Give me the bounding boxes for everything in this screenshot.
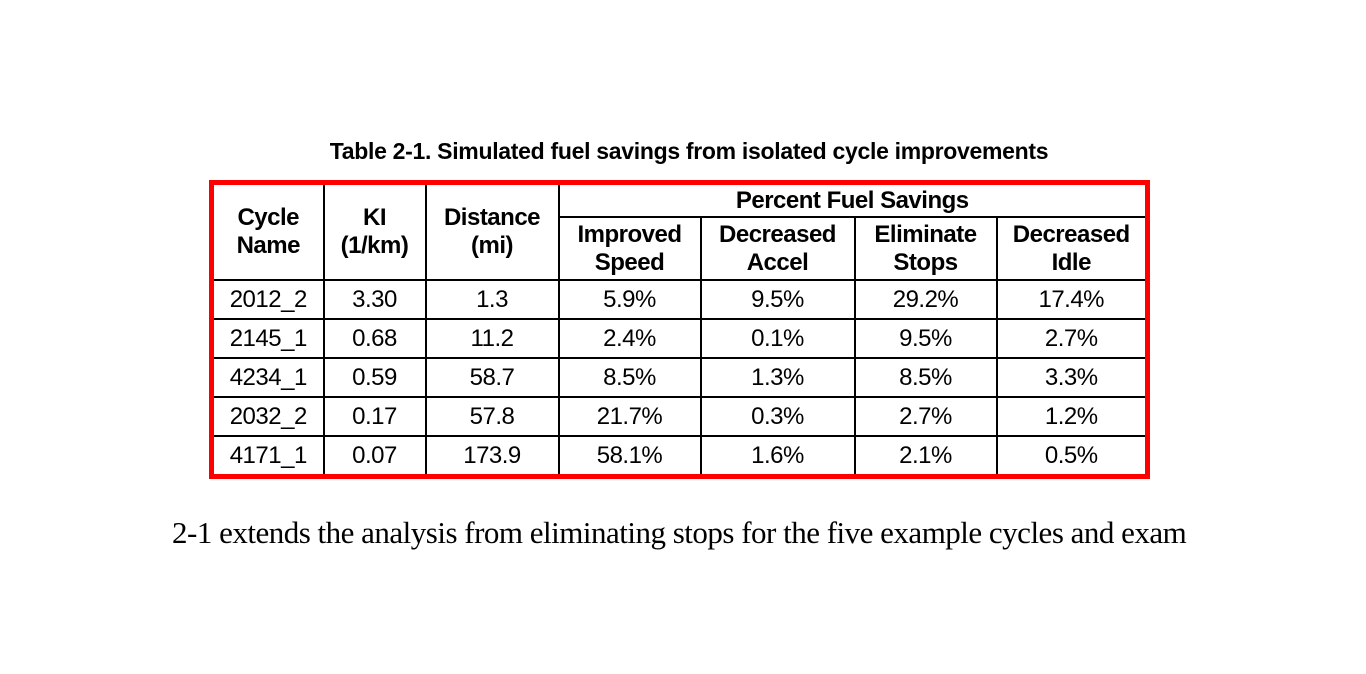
table-cell: 2012_2 [210,279,325,320]
table-cell: 4171_1 [210,435,325,478]
column-header-improved-speed: Improved Speed [557,216,702,281]
table-cell: 3.3% [995,357,1149,398]
table-cell: 8.5% [557,357,702,398]
table-cell: 0.17 [322,396,427,437]
table-cell: 1.2% [995,396,1149,437]
table-cell: 0.5% [995,435,1149,478]
table-row: 2032_2 0.17 57.8 21.7% 0.3% 2.7% 1.2% [210,396,1149,437]
table-cell: 2.4% [557,318,702,359]
table-cell: 0.59 [322,357,427,398]
table-header: Cycle Name KI (1/km) Distance (mi) Perce… [210,181,1149,281]
table-cell: 2.7% [853,396,998,437]
table-row: 4171_1 0.07 173.9 58.1% 1.6% 2.1% 0.5% [210,435,1149,478]
table-cell: 58.1% [557,435,702,478]
table-cell: 1.3% [699,357,856,398]
table-cell: 0.68 [322,318,427,359]
column-header-distance: Distance (mi) [424,181,560,281]
table-row: 2012_2 3.30 1.3 5.9% 9.5% 29.2% 17.4% [210,279,1149,320]
table-cell: 9.5% [853,318,998,359]
table-cell: 3.30 [322,279,427,320]
table-cell: 57.8 [424,396,560,437]
table-cell: 21.7% [557,396,702,437]
column-header-decreased-idle: Decreased Idle [995,216,1149,281]
column-header-ki: KI (1/km) [322,181,427,281]
fuel-savings-table: Cycle Name KI (1/km) Distance (mi) Perce… [209,180,1150,479]
table-cell: 2145_1 [210,318,325,359]
table-cell: 1.3 [424,279,560,320]
table-cell: 5.9% [557,279,702,320]
table-cell: 0.07 [322,435,427,478]
group-header-percent-fuel-savings: Percent Fuel Savings [557,181,1149,218]
table-cell: 11.2 [424,318,560,359]
table-cell: 17.4% [995,279,1149,320]
table-cell: 2032_2 [210,396,325,437]
column-header-decreased-accel: Decreased Accel [699,216,856,281]
table-cell: 173.9 [424,435,560,478]
table-row: 2145_1 0.68 11.2 2.4% 0.1% 9.5% 2.7% [210,318,1149,359]
table-cell: 9.5% [699,279,856,320]
table-row: 4234_1 0.59 58.7 8.5% 1.3% 8.5% 3.3% [210,357,1149,398]
column-header-cycle-name: Cycle Name [210,181,325,281]
table-cell: 0.1% [699,318,856,359]
table-cell: 1.6% [699,435,856,478]
table-cell: 2.1% [853,435,998,478]
table-cell: 29.2% [853,279,998,320]
header-row-group: Cycle Name KI (1/km) Distance (mi) Perce… [210,181,1149,281]
table-body: 2012_2 3.30 1.3 5.9% 9.5% 29.2% 17.4% 2145_1 0.6… [210,279,1149,478]
header-row-subcolumns: Improved Speed Decreased Accel Eliminate… [212,216,1149,281]
body-paragraph: 2-1 extends the analysis from eliminatin… [172,515,1187,550]
column-header-eliminate-stops: Eliminate Stops [853,216,998,281]
table-cell: 2.7% [995,318,1149,359]
table-cell: 58.7 [424,357,560,398]
table-cell: 0.3% [699,396,856,437]
table-cell: 8.5% [853,357,998,398]
table-cell: 4234_1 [210,357,325,398]
table-caption: Table 2-1. Simulated fuel savings from i… [329,138,1049,164]
